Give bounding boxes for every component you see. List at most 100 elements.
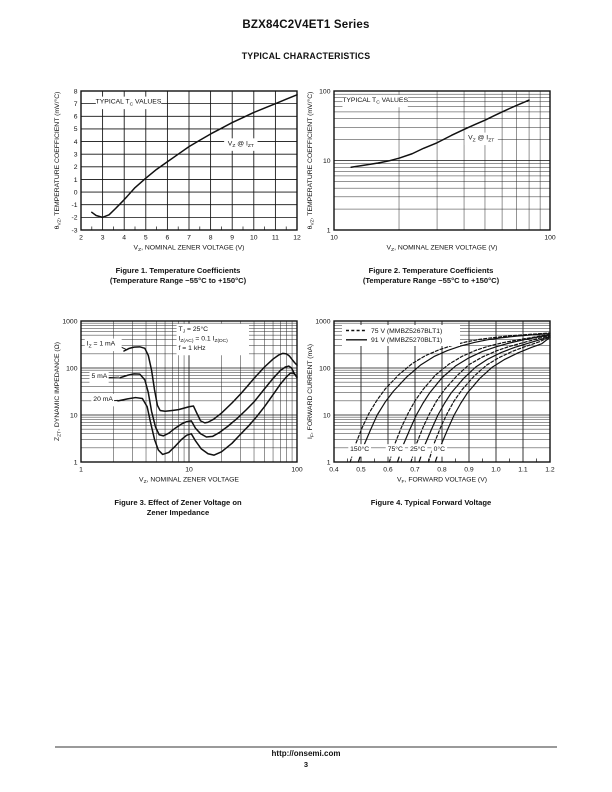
svg-text:150°C: 150°C [350,445,369,453]
svg-text:100: 100 [544,235,556,242]
series-75V-75C [388,333,551,463]
series-91V-0C [434,336,551,463]
svg-text:1.0: 1.0 [491,467,501,474]
svg-text:1000: 1000 [315,318,330,325]
svg-text:100: 100 [319,365,331,372]
svg-text:91 V (MMBZ5270BLT1): 91 V (MMBZ5270BLT1) [371,337,442,344]
series-temperature-coefficient [350,99,530,168]
svg-text:2: 2 [79,235,83,242]
footer-url: http://onsemi.com [271,749,341,758]
svg-text:10: 10 [185,467,193,474]
svg-text:9: 9 [230,235,234,242]
figure2-caption-line2: (Temperature Range −55°C to +150°C) [362,275,500,285]
svg-text:7: 7 [74,101,78,108]
figure-1: TYPICAL TC VALUES VZ @ IZT 2 3 4 5 6 7 8 9 10 11 12-… [50,86,306,286]
figure3-chart: TJ = 25°CIZ(AC) = 0.1 IZ(DC)f = 1 kHz IZ … [54,318,303,486]
series-91V-75C [396,334,551,463]
svg-text:θVZ, TEMPERATURE COEFFICIENT (: θVZ, TEMPERATURE COEFFICIENT (mV/°C) [53,92,63,230]
svg-text:0: 0 [74,189,78,196]
svg-text:VZ @ IZT: VZ @ IZT [228,140,254,149]
svg-text:5 mA: 5 mA [91,373,107,380]
svg-text:TYPICAL TC VALUES: TYPICAL TC VALUES [96,99,162,108]
series-temperature-coefficient [91,94,298,219]
figure1-caption-line2: (Temperature Range −55°C to +150°C) [109,275,247,285]
svg-text:10: 10 [250,235,258,242]
svg-text:IZ = 1 mA: IZ = 1 mA [87,341,116,350]
svg-text:0.6: 0.6 [383,467,393,474]
series-91V-150C [357,332,551,463]
svg-text:75°C: 75°C [388,445,403,453]
svg-text:8: 8 [209,235,213,242]
svg-text:10: 10 [330,235,338,242]
series-75V-0C [427,336,551,463]
svg-text:IF, FORWARD CURRENT (mA): IF, FORWARD CURRENT (mA) [307,344,316,439]
figure2-caption: Figure 2. Temperature Coefficients (Temp… [303,266,559,286]
svg-text:1: 1 [74,177,78,184]
svg-text:10: 10 [70,412,78,419]
figure1-caption: Figure 1. Temperature Coefficients (Temp… [50,266,306,286]
figure-2: TYPICAL TC VALUES VZ @ IZT 10 100 1 10 100 VZ, … [303,86,559,286]
section-heading: TYPICAL CHARACTERISTICS [241,51,371,61]
svg-text:f = 1 kHz: f = 1 kHz [179,345,207,352]
svg-text:VZ @ IZT: VZ @ IZT [468,135,494,144]
svg-text:VZ, NOMINAL ZENER VOLTAGE: VZ, NOMINAL ZENER VOLTAGE [139,477,239,486]
svg-text:0.5: 0.5 [356,467,366,474]
svg-text:IZ(AC) = 0.1 IZ(DC): IZ(AC) = 0.1 IZ(DC) [179,335,229,344]
svg-text:θVZ, TEMPERATURE COEFFICIENT (: θVZ, TEMPERATURE COEFFICIENT (mV/°C) [306,92,316,230]
svg-text:4: 4 [122,235,126,242]
svg-text:1: 1 [327,227,331,234]
figure4-chart: 150°C 75°C 25°C 0°C 75 V (MMBZ5267BLT1) 91 V … [307,318,555,486]
figure3-caption-line2: Zener Impedance [146,507,210,517]
svg-text:1.1: 1.1 [518,467,528,474]
series-75V-150C [349,332,551,463]
svg-text:10: 10 [323,158,331,165]
svg-text:8: 8 [74,88,78,95]
svg-text:ZZT, DYNAMIC IMPEDANCE (Ω): ZZT, DYNAMIC IMPEDANCE (Ω) [54,342,63,441]
svg-text:4: 4 [74,139,78,146]
svg-text:6: 6 [166,235,170,242]
series-iz-1mA [123,346,298,424]
svg-text:12: 12 [293,235,301,242]
svg-text:100: 100 [319,88,331,95]
svg-text:7: 7 [187,235,191,242]
svg-text:TJ = 25°C: TJ = 25°C [179,325,209,335]
svg-text:VZ, NOMINAL ZENER VOLTAGE (V): VZ, NOMINAL ZENER VOLTAGE (V) [134,245,245,254]
svg-text:0.9: 0.9 [464,467,474,474]
page-number: 3 [303,760,309,769]
series-iz-20mA [117,372,298,456]
figure2-caption-line1: Figure 2. Temperature Coefficients [368,266,494,275]
svg-text:1.2: 1.2 [545,467,555,474]
figure3-caption: Figure 3. Effect of Zener Voltage on Zen… [50,498,306,518]
figure4-caption: Figure 4. Typical Forward Voltage [303,498,559,508]
figure4-caption-line1: Figure 4. Typical Forward Voltage [370,498,492,507]
page-title: BZX84C2V4ET1 Series [242,19,370,31]
svg-text:3: 3 [101,235,105,242]
svg-text:6: 6 [74,114,78,121]
figure3-caption-line1: Figure 3. Effect of Zener Voltage on [114,498,242,507]
svg-text:5: 5 [144,235,148,242]
svg-text:100: 100 [66,365,78,372]
svg-text:-1: -1 [71,202,77,209]
series-iz-5mA [119,365,298,438]
svg-text:75 V (MMBZ5267BLT1): 75 V (MMBZ5267BLT1) [371,328,442,335]
svg-text:5: 5 [74,126,78,133]
figure-3: TJ = 25°C IZ(AC) = 0.1 IZ(DC) f = 1 kHz IZ … [50,316,306,518]
svg-text:1: 1 [327,459,331,466]
series-91V-25C [418,335,551,463]
svg-text:1: 1 [74,459,78,466]
svg-text:3: 3 [74,151,78,158]
svg-text:25°C: 25°C [410,445,425,453]
svg-text:2: 2 [74,164,78,171]
svg-text:11: 11 [272,235,279,242]
svg-text:100: 100 [291,467,303,474]
svg-text:VZ, NOMINAL ZENER VOLTAGE (V): VZ, NOMINAL ZENER VOLTAGE (V) [387,245,498,254]
svg-text:-3: -3 [71,227,77,234]
svg-text:1000: 1000 [62,318,77,325]
svg-text:0.7: 0.7 [410,467,420,474]
series-75V-25C [410,334,551,463]
svg-text:VF, FORWARD VOLTAGE (V): VF, FORWARD VOLTAGE (V) [397,477,487,486]
svg-text:20 mA: 20 mA [93,396,113,403]
figure-4: 150°C 75°C 25°C 0°C 75 V (MMBZ5267BLT1) 91 V … [303,316,559,508]
